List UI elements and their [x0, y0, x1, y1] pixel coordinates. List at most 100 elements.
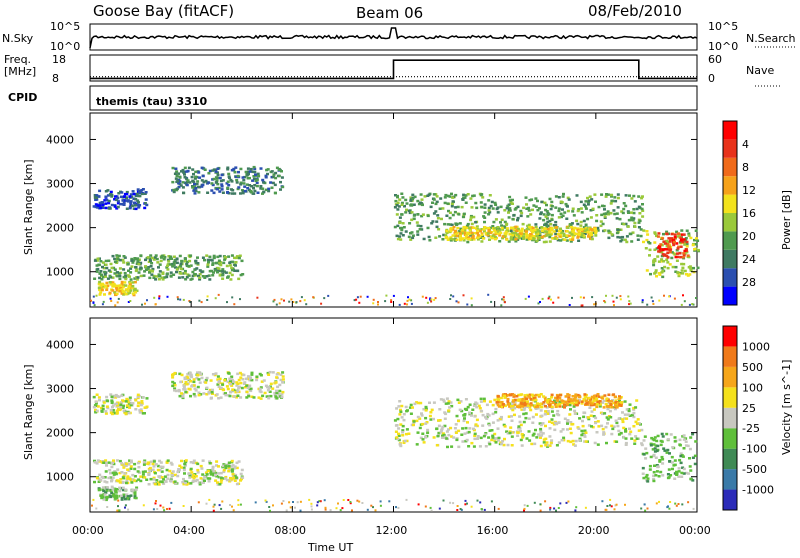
- power-panel-cell: [230, 273, 234, 277]
- velocity-panel-cell: [539, 436, 542, 439]
- velocity-panel-cell: [421, 422, 425, 426]
- power-panel-cell: [685, 240, 689, 244]
- power-panel-cell: [577, 239, 581, 242]
- velocity-panel-cell: [299, 509, 302, 512]
- power-panel-cell: [108, 274, 112, 278]
- velocity-panel-cell: [241, 378, 245, 381]
- velocity-panel-cell: [688, 465, 692, 468]
- power-panel-cell: [187, 265, 191, 268]
- velocity-panel-cell: [261, 394, 265, 398]
- velocity-panel-cell: [533, 442, 537, 446]
- velocity-panel-cell: [219, 471, 223, 475]
- power-panel-cell: [120, 280, 124, 284]
- power-panel-cell: [255, 181, 259, 184]
- velocity-panel-cell: [275, 391, 279, 395]
- power-panel-cell: [554, 232, 558, 236]
- power-panel-cell: [493, 229, 497, 232]
- power-panel-cell: [579, 296, 582, 299]
- power-panel-cell: [539, 211, 543, 214]
- velocity-panel-cell: [692, 507, 695, 510]
- xtick-label: 08:00: [274, 524, 306, 537]
- power-panel-cell: [438, 207, 442, 210]
- power-panel-cell: [576, 232, 580, 236]
- power-panel-cell: [124, 277, 128, 281]
- velocity-panel-cell: [162, 482, 166, 485]
- power-panel-cell: [488, 194, 492, 197]
- velocity-panel-cell: [95, 462, 99, 465]
- velocity-panel-cell: [230, 470, 234, 473]
- power-panel-cell: [217, 293, 220, 296]
- power-panel-cell: [455, 231, 459, 235]
- power-panel-cell: [549, 223, 553, 226]
- power-panel-cell: [595, 214, 599, 217]
- velocity-panel-cell: [521, 436, 525, 439]
- velocity-panel-colorbar-cell: [723, 407, 737, 429]
- velocity-panel-cell: [475, 402, 479, 405]
- power-panel-cell: [645, 238, 649, 242]
- freq-label: Freq.: [4, 53, 31, 66]
- power-panel-cell: [117, 272, 121, 275]
- power-panel-cell: [253, 170, 257, 174]
- power-panel-cell: [655, 275, 658, 278]
- velocity-panel-cell: [214, 372, 218, 375]
- power-panel-cell: [265, 168, 269, 172]
- xtick-label: 00:00: [679, 524, 711, 537]
- velocity-panel-cell: [610, 424, 614, 428]
- velocity-panel-cell: [415, 419, 419, 423]
- power-panel-cell: [459, 235, 462, 238]
- power-panel-cell: [125, 192, 129, 196]
- power-panel-cell: [104, 206, 108, 210]
- power-panel-cell: [461, 198, 465, 201]
- velocity-panel-cell: [485, 403, 489, 407]
- velocity-panel-cell: [112, 411, 116, 415]
- velocity-panel-cell: [424, 416, 428, 420]
- power-panel-cell: [454, 232, 458, 236]
- power-panel-cell: [503, 209, 507, 212]
- velocity-panel-cell: [214, 471, 218, 475]
- velocity-panel-cell: [534, 413, 538, 416]
- power-panel-cell: [691, 243, 695, 247]
- velocity-panel-cell: [104, 461, 108, 465]
- velocity-panel-cell: [166, 459, 170, 462]
- velocity-panel-cell: [115, 459, 119, 462]
- velocity-panel-cell: [589, 414, 593, 417]
- power-panel-cell: [519, 214, 523, 218]
- power-panel-cell: [404, 230, 408, 233]
- power-panel-cell: [596, 226, 600, 230]
- velocity-panel-cell: [565, 402, 569, 406]
- velocity-panel-cell: [499, 396, 503, 400]
- velocity-panel-cell: [278, 395, 282, 398]
- power-panel-cell: [418, 228, 422, 231]
- velocity-panel-cell: [506, 432, 510, 435]
- velocity-panel-cell: [173, 384, 177, 387]
- power-panel-cell: [619, 298, 622, 301]
- power-panel-cell: [212, 177, 216, 181]
- power-panel-cell: [99, 270, 103, 273]
- power-panel-cell: [197, 185, 200, 189]
- velocity-panel-cell: [93, 461, 97, 464]
- power-panel-cell: [95, 270, 99, 273]
- power-panel-cell: [511, 232, 515, 235]
- power-panel-cell: [231, 296, 234, 299]
- velocity-panel-cell: [145, 478, 149, 481]
- velocity-panel-cell: [230, 465, 234, 468]
- velocity-panel-cell: [230, 384, 234, 387]
- power-panel-cell: [108, 291, 112, 295]
- velocity-panel-cell: [655, 470, 659, 473]
- velocity-panel-cell: [401, 431, 405, 434]
- power-panel-cell: [159, 259, 163, 263]
- power-panel-cell: [101, 286, 105, 289]
- velocity-panel-cell: [126, 405, 129, 409]
- power-panel-cell: [475, 229, 479, 232]
- velocity-panel-cell: [563, 406, 566, 409]
- velocity-panel-cell: [525, 437, 529, 440]
- power-panel-cell: [92, 295, 95, 298]
- power-panel-cell: [500, 226, 504, 230]
- power-panel-cell: [537, 237, 541, 240]
- power-panel-cell: [221, 191, 225, 194]
- power-panel-cell: [179, 262, 183, 266]
- power-panel-cell: [98, 272, 102, 275]
- velocity-panel-cell: [131, 473, 135, 477]
- power-panel-cell: [215, 261, 219, 265]
- velocity-panel-cell: [183, 376, 187, 380]
